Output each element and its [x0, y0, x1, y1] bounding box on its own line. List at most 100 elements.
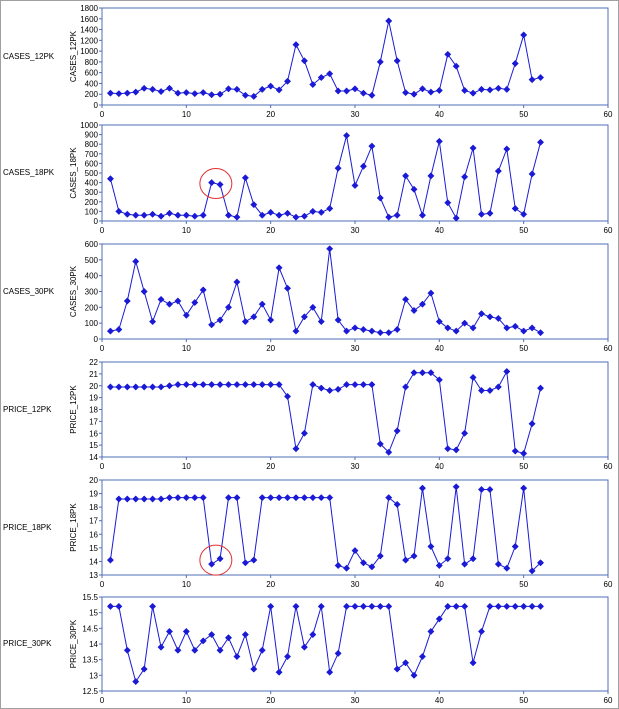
- data-point: [233, 381, 241, 389]
- data-point: [351, 181, 359, 190]
- data-point: [334, 87, 342, 95]
- data-point: [351, 324, 359, 332]
- data-point: [174, 89, 182, 97]
- data-point: [393, 57, 401, 65]
- x-tick-label: 0: [100, 226, 105, 235]
- chart-panel: 12.5 13 13.5 14 14.5 15 15.5 0 10 20 30 40 50 60 PRICE…: [69, 593, 613, 705]
- plot-area: [101, 596, 609, 692]
- data-point: [368, 327, 376, 335]
- data-point: [275, 86, 283, 94]
- data-point: [486, 209, 494, 217]
- data-point: [199, 381, 207, 389]
- data-point: [132, 88, 140, 96]
- data-point: [309, 381, 317, 389]
- data-point: [351, 381, 359, 389]
- annotation-circle: [199, 168, 233, 200]
- data-point: [208, 381, 216, 389]
- y-tick-label: 13: [89, 571, 98, 580]
- data-point: [486, 485, 494, 494]
- data-point: [520, 602, 528, 610]
- series-line: [110, 605, 541, 683]
- data-point: [528, 324, 536, 332]
- y-tick-label: 17: [89, 517, 98, 526]
- data-point: [444, 199, 452, 207]
- data-point: [132, 678, 140, 686]
- x-tick-label: 10: [182, 226, 191, 235]
- data-point: [435, 615, 443, 623]
- row-label: CASES_30PK: [3, 286, 55, 296]
- data-point: [174, 297, 182, 305]
- x-tick-label: 50: [519, 462, 528, 471]
- x-tick-label: 20: [266, 696, 275, 705]
- data-point: [494, 314, 502, 322]
- x-tick-label: 0: [100, 580, 105, 589]
- data-point: [452, 327, 460, 335]
- data-point: [418, 369, 427, 377]
- data-point: [469, 324, 477, 332]
- data-point: [123, 210, 131, 218]
- data-point: [250, 381, 258, 389]
- series-line: [109, 135, 542, 220]
- y-tick-label: 800: [85, 58, 99, 67]
- y-tick-label: 700: [85, 150, 99, 159]
- data-point: [123, 89, 131, 97]
- x-tick-label: 60: [604, 344, 613, 353]
- data-point: [402, 383, 410, 391]
- data-point: [402, 172, 410, 180]
- data-point: [528, 420, 536, 428]
- data-point: [452, 483, 460, 491]
- data-point: [149, 85, 157, 93]
- data-point: [199, 286, 207, 294]
- data-point: [469, 89, 477, 97]
- data-point: [427, 369, 435, 377]
- y-tick-label: 500: [85, 256, 99, 265]
- chart-panel: 14 15 16 17 18 19 20 21 22 0 10 20 30 40 50 60 PRICE_12P…: [69, 358, 613, 471]
- y-tick-label: 14: [89, 640, 98, 649]
- data-point: [123, 383, 131, 391]
- x-tick-label: 40: [435, 462, 444, 471]
- data-point: [520, 327, 528, 335]
- data-point: [503, 324, 511, 332]
- data-point: [461, 429, 469, 437]
- data-point: [258, 494, 266, 502]
- data-point: [385, 448, 393, 456]
- data-point: [317, 384, 325, 392]
- data-point: [334, 649, 342, 657]
- data-point: [343, 564, 351, 572]
- data-point: [452, 62, 460, 70]
- x-tick-label: 30: [351, 110, 360, 119]
- data-point: [418, 300, 427, 308]
- x-tick-label: 40: [435, 344, 444, 353]
- data-point: [376, 602, 384, 610]
- data-point: [359, 325, 367, 334]
- data-point: [132, 211, 140, 219]
- y-tick-label: 1000: [80, 47, 98, 56]
- data-point: [494, 84, 502, 92]
- row-label: PRICE_12PK: [3, 404, 52, 414]
- x-tick-label: 10: [182, 344, 191, 353]
- y-tick-label: 15: [89, 441, 98, 450]
- data-point: [216, 381, 224, 389]
- data-point: [199, 211, 207, 219]
- data-point: [165, 382, 174, 390]
- data-point: [359, 602, 367, 610]
- data-point: [486, 386, 494, 395]
- data-point: [140, 665, 148, 673]
- data-point: [351, 85, 359, 93]
- y-tick-label: 18: [89, 406, 98, 415]
- data-point: [106, 89, 114, 97]
- data-point: [191, 494, 199, 502]
- x-tick-label: 30: [351, 696, 360, 705]
- data-point: [477, 386, 486, 395]
- y-tick-label: 1400: [80, 26, 98, 35]
- data-point: [452, 446, 460, 454]
- data-point: [520, 484, 528, 492]
- data-point: [233, 494, 241, 502]
- y-tick-label: 600: [85, 159, 99, 168]
- data-point: [258, 300, 266, 308]
- data-point: [418, 652, 427, 661]
- data-point: [461, 602, 469, 610]
- data-point: [494, 560, 502, 568]
- y-tick-label: 19: [89, 394, 98, 403]
